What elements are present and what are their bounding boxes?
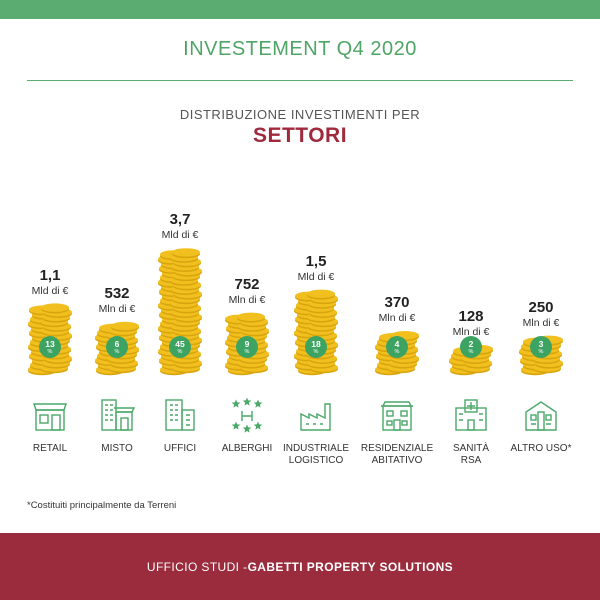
- category-label-line: RESIDENZIALE: [360, 443, 434, 454]
- footer-bar: UFFICIO STUDI - GABETTI PROPERTY SOLUTIO…: [0, 533, 600, 600]
- unit-label: Mln di €: [378, 312, 416, 325]
- category-label-line: ALTRO USO*: [510, 443, 572, 454]
- category-label: INDUSTRIALE LOGISTICO: [271, 443, 361, 467]
- percent-value: 18: [311, 338, 321, 349]
- percent-value: 3: [538, 338, 544, 349]
- other-building-icon: [525, 401, 557, 431]
- footer-brand: GABETTI PROPERTY SOLUTIONS: [247, 559, 454, 574]
- coin-stack-5: [294, 289, 338, 376]
- percent-badge: 18%: [305, 336, 327, 358]
- category-label: ALBERGHI: [202, 443, 292, 455]
- category-label-line: RSA: [460, 455, 482, 466]
- hotel-stars-icon: [231, 397, 263, 433]
- percent-badge: 6%: [106, 336, 128, 358]
- category-label-line: RETAIL: [32, 443, 68, 454]
- percent-value: 6: [114, 338, 120, 349]
- value-label: 1,5: [305, 252, 327, 270]
- value-label: 370: [384, 294, 410, 312]
- office-building-icon: [165, 399, 195, 431]
- unit-label: Mln di €: [522, 316, 560, 329]
- percent-badge: 9%: [236, 336, 258, 358]
- percent-value: 2: [468, 338, 474, 349]
- percent-badge: 45%: [169, 336, 191, 358]
- percent-badge: 4%: [386, 336, 408, 358]
- value-label: 3,7: [169, 211, 191, 229]
- percent-symbol: %: [394, 348, 400, 355]
- title-divider: [27, 80, 573, 81]
- percent-symbol: %: [47, 348, 53, 355]
- unit-label: Mln di €: [228, 293, 266, 306]
- percent-value: 9: [244, 338, 250, 349]
- retail-store-icon: [33, 403, 67, 431]
- mixed-use-building-icon: [101, 399, 136, 431]
- unit-label: Mld di €: [161, 229, 199, 242]
- percent-symbol: %: [177, 348, 183, 355]
- percent-symbol: %: [468, 348, 474, 355]
- category-label: RESIDENZIALE ABITATIVO: [352, 443, 442, 467]
- top-accent-bar: [0, 0, 600, 19]
- value-label: 752: [234, 275, 260, 293]
- category-label-line: LOGISTICO: [288, 455, 344, 466]
- category-label: RETAIL: [5, 443, 95, 455]
- category-label: ALTRO USO*: [496, 443, 586, 455]
- page-title: INVESTEMENT Q4 2020: [183, 38, 417, 60]
- category-label-line: ABITATIVO: [371, 455, 423, 466]
- category-label-line: UFFICI: [163, 443, 197, 454]
- percent-symbol: %: [313, 348, 319, 355]
- unit-label: Mln di €: [452, 326, 490, 338]
- category-label: MISTO: [72, 443, 162, 455]
- category-label: SANITÀ RSA: [426, 443, 516, 467]
- percent-badge: 2%: [460, 336, 482, 358]
- value-label: 128: [458, 308, 484, 325]
- chart-subtitle: DISTRIBUZIONE INVESTIMENTI PER: [179, 107, 421, 122]
- unit-label: Mld di €: [31, 284, 69, 297]
- value-label: 532: [104, 285, 130, 302]
- factory-icon: [300, 403, 331, 431]
- value-label: 250: [528, 298, 554, 316]
- percent-symbol: %: [244, 348, 250, 355]
- category-label-line: ALBERGHI: [221, 443, 273, 454]
- footnote: *Costituiti principalmente da Terreni: [27, 500, 177, 511]
- unit-label: Mln di €: [98, 303, 136, 315]
- category-label-line: MISTO: [101, 443, 133, 454]
- percent-symbol: %: [538, 348, 544, 355]
- percent-badge: 3%: [530, 336, 552, 358]
- residential-house-icon: [381, 401, 413, 431]
- value-label: 1,1: [39, 266, 61, 284]
- footer-prefix: UFFICIO STUDI -: [146, 559, 248, 574]
- chart-subtitle-strong: SETTORI: [252, 124, 348, 147]
- percent-value: 45: [175, 338, 185, 349]
- category-label-line: SANITÀ: [452, 443, 490, 454]
- percent-value: 13: [45, 338, 55, 349]
- category-label: UFFICI: [135, 443, 225, 455]
- hospital-icon: [455, 399, 487, 431]
- percent-badge: 13%: [39, 336, 61, 358]
- unit-label: Mld di €: [297, 270, 335, 283]
- percent-symbol: %: [114, 348, 120, 355]
- category-label-line: INDUSTRIALE: [282, 443, 350, 454]
- percent-value: 4: [394, 338, 400, 349]
